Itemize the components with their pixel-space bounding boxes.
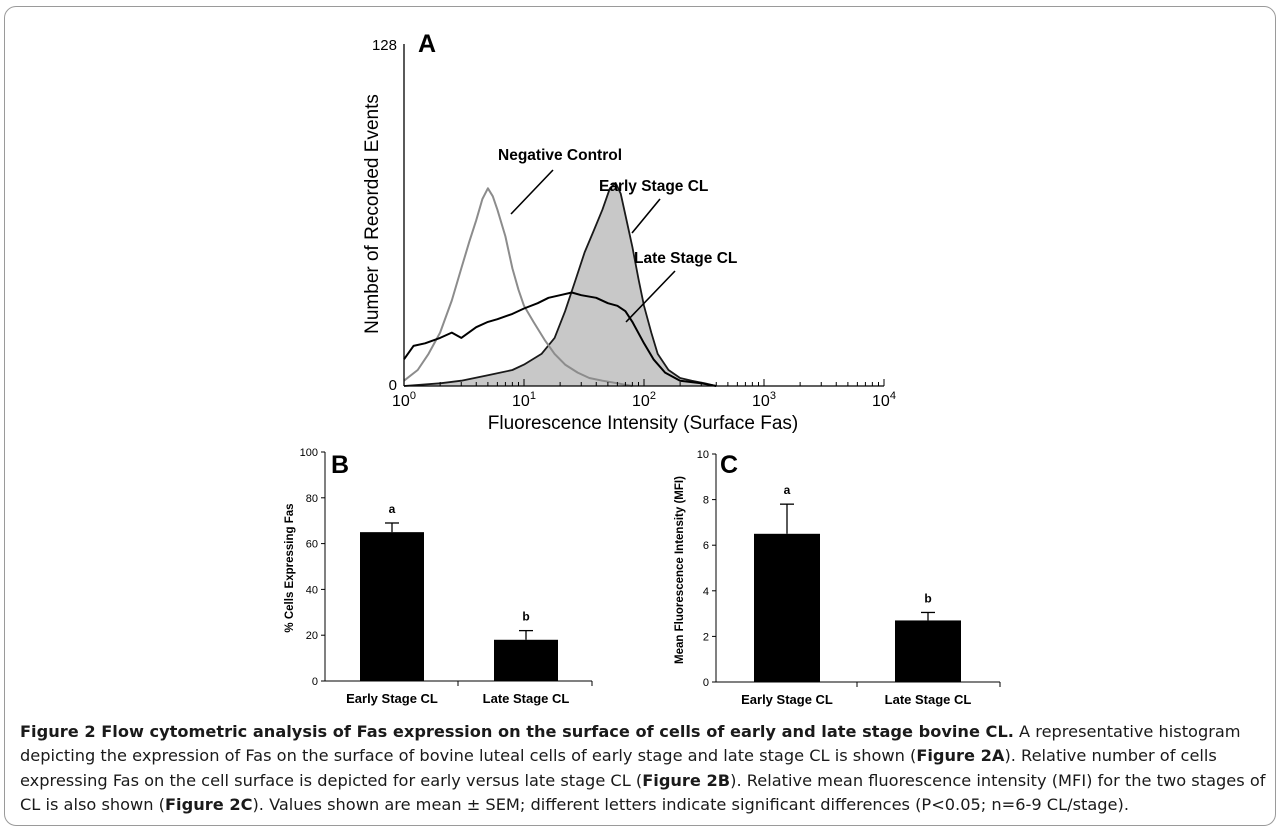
- significance-letter: b: [522, 610, 529, 624]
- caption-ref-2b: Figure 2B: [642, 771, 730, 790]
- significance-letter: a: [389, 502, 396, 516]
- annotation-negative-control: Negative Control: [498, 147, 622, 164]
- panel-b-label: B: [331, 451, 349, 479]
- y-tick-label: 20: [306, 630, 318, 642]
- bar-late-stage-cl: [895, 620, 961, 682]
- figure-caption: Figure 2 Flow cytometric analysis of Fas…: [20, 720, 1266, 818]
- y-tick-label: 4: [703, 586, 709, 598]
- percent-cells-panel: B % Cells Expressing Fas 0 20 40 60 80 100 a Ea…: [284, 447, 592, 706]
- annotation-late-stage-cl: Late Stage CL: [634, 250, 737, 267]
- bar-early-stage-cl: [360, 532, 424, 681]
- histogram-x-tick-label: 102: [632, 390, 656, 410]
- caption-text-4: ). Values shown are mean ± SEM; differen…: [252, 795, 1129, 814]
- histogram-x-tick-label: 103: [752, 390, 776, 410]
- mfi-panel: C Mean Fluorescence Intensity (MFI) 0 2 4 6…: [674, 449, 1000, 707]
- caption-title: Figure 2 Flow cytometric analysis of Fas…: [20, 722, 1014, 741]
- y-tick-label: 8: [703, 495, 709, 507]
- y-tick-label: 0: [312, 676, 318, 688]
- histogram-y-axis-title: Number of Recorded Events: [362, 94, 383, 334]
- panel-c-label: C: [720, 451, 738, 479]
- caption-ref-2a: Figure 2A: [916, 746, 1004, 765]
- y-tick-label: 2: [703, 631, 709, 643]
- annotation-early-stage-cl-pointer: [632, 199, 660, 233]
- panel-b-y-axis-title: % Cells Expressing Fas: [284, 503, 296, 632]
- y-tick-label: 6: [703, 540, 709, 552]
- category-label-late-stage-cl: Late Stage CL: [483, 691, 570, 706]
- category-label-early-stage-cl: Early Stage CL: [346, 691, 438, 706]
- significance-letter: a: [784, 483, 791, 497]
- histogram-panel: A 128 0 Number of Recorded Events Fluore…: [362, 30, 896, 434]
- panel-a-label: A: [418, 30, 436, 58]
- category-label-early-stage-cl: Early Stage CL: [741, 692, 833, 707]
- y-tick-label: 0: [703, 677, 709, 689]
- category-label-late-stage-cl: Late Stage CL: [885, 692, 972, 707]
- histogram-x-tick-label: 100: [392, 390, 416, 410]
- histogram-y0-label: 0: [389, 377, 397, 394]
- annotation-early-stage-cl: Early Stage CL: [599, 178, 708, 195]
- histogram-x-axis-title: Fluorescence Intensity (Surface Fas): [488, 413, 798, 434]
- bar-early-stage-cl: [754, 534, 820, 682]
- bar-late-stage-cl: [494, 640, 558, 681]
- series-early-stage-cl-fill: [404, 183, 716, 386]
- y-tick-label: 10: [697, 449, 709, 461]
- caption-ref-2c: Figure 2C: [165, 795, 252, 814]
- y-tick-label: 60: [306, 539, 318, 551]
- significance-letter: b: [924, 591, 931, 605]
- histogram-ymax-label: 128: [372, 37, 397, 54]
- histogram-x-tick-label: 101: [512, 390, 536, 410]
- figure-chart: A 128 0 Number of Recorded Events Fluore…: [0, 0, 1282, 720]
- histogram-x-tick-label: 104: [872, 390, 896, 410]
- panel-c-y-axis-title: Mean Fluorescence Intensity (MFI): [674, 476, 686, 664]
- y-tick-label: 100: [300, 447, 318, 459]
- y-tick-label: 40: [306, 584, 318, 596]
- y-tick-label: 80: [306, 493, 318, 505]
- annotation-negative-control-pointer: [511, 170, 553, 214]
